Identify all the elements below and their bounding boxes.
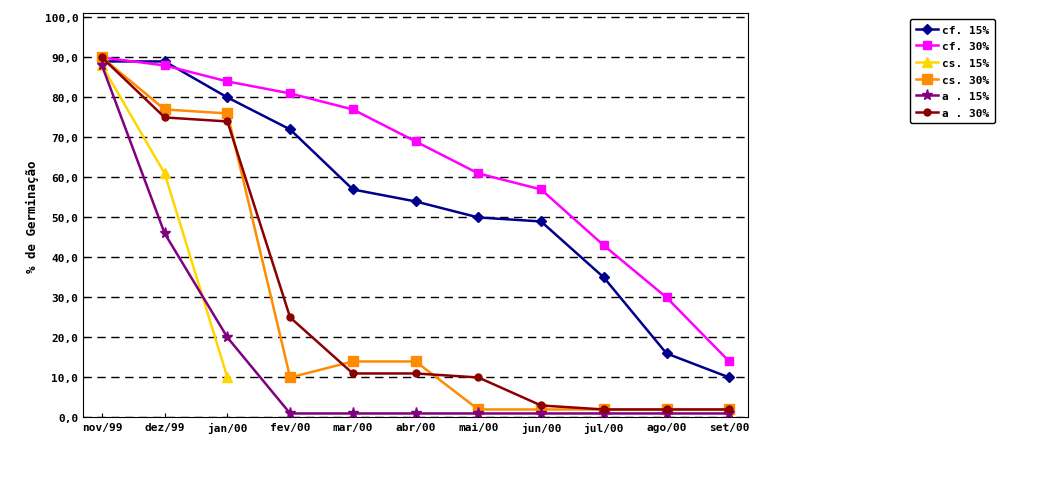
cf. 30% — [723, 359, 736, 365]
cs. 30% — [661, 407, 673, 412]
cf. 15% — [158, 60, 170, 65]
cf. 30% — [597, 243, 610, 249]
a . 15% — [96, 63, 108, 69]
cf. 15% — [96, 60, 108, 65]
a . 15% — [409, 411, 422, 417]
a . 30% — [535, 403, 548, 408]
cf. 15% — [472, 215, 484, 221]
cf. 30% — [221, 79, 234, 85]
cs. 15% — [221, 375, 234, 381]
cs. 15% — [96, 63, 108, 69]
a . 15% — [535, 411, 548, 417]
cf. 30% — [96, 55, 108, 61]
cs. 15% — [158, 171, 170, 177]
cf. 15% — [597, 275, 610, 281]
a . 15% — [472, 411, 484, 417]
cf. 15% — [535, 219, 548, 225]
Legend: cf. 15%, cf. 30%, cs. 15%, cs. 30%, a . 15%, a . 30%: cf. 15%, cf. 30%, cs. 15%, cs. 30%, a . … — [910, 20, 995, 124]
Y-axis label: % de Germinação: % de Germinação — [26, 160, 38, 272]
Line: cf. 30%: cf. 30% — [98, 54, 734, 366]
Line: a . 15%: a . 15% — [97, 61, 735, 419]
a . 15% — [284, 411, 296, 417]
a . 30% — [284, 315, 296, 321]
cf. 30% — [284, 91, 296, 97]
a . 30% — [158, 115, 170, 121]
cs. 30% — [347, 359, 359, 365]
cs. 30% — [409, 359, 422, 365]
cf. 30% — [661, 295, 673, 300]
cf. 30% — [535, 187, 548, 193]
a . 15% — [597, 411, 610, 417]
cs. 30% — [284, 375, 296, 381]
cs. 30% — [96, 55, 108, 61]
a . 30% — [723, 407, 736, 412]
cf. 30% — [472, 171, 484, 177]
cs. 30% — [535, 407, 548, 412]
cf. 15% — [723, 375, 736, 381]
a . 15% — [661, 411, 673, 417]
Line: a . 30%: a . 30% — [99, 55, 732, 413]
Line: cs. 15%: cs. 15% — [97, 61, 233, 383]
cf. 30% — [409, 139, 422, 145]
cf. 15% — [221, 96, 234, 101]
a . 30% — [221, 120, 234, 125]
a . 15% — [347, 411, 359, 417]
cs. 30% — [221, 111, 234, 117]
Line: cs. 30%: cs. 30% — [97, 53, 735, 414]
Line: cf. 15%: cf. 15% — [99, 59, 732, 381]
cs. 30% — [723, 407, 736, 412]
cf. 30% — [158, 63, 170, 69]
cf. 15% — [409, 199, 422, 205]
cf. 15% — [284, 127, 296, 133]
a . 30% — [347, 371, 359, 377]
a . 30% — [661, 407, 673, 412]
cs. 30% — [158, 108, 170, 113]
a . 15% — [221, 335, 234, 341]
cf. 15% — [661, 351, 673, 357]
cf. 30% — [347, 108, 359, 113]
cf. 15% — [347, 187, 359, 193]
a . 30% — [472, 375, 484, 381]
a . 30% — [96, 55, 108, 61]
a . 30% — [597, 407, 610, 412]
a . 30% — [409, 371, 422, 377]
cs. 30% — [472, 407, 484, 412]
cs. 30% — [597, 407, 610, 412]
a . 15% — [723, 411, 736, 417]
a . 15% — [158, 231, 170, 237]
